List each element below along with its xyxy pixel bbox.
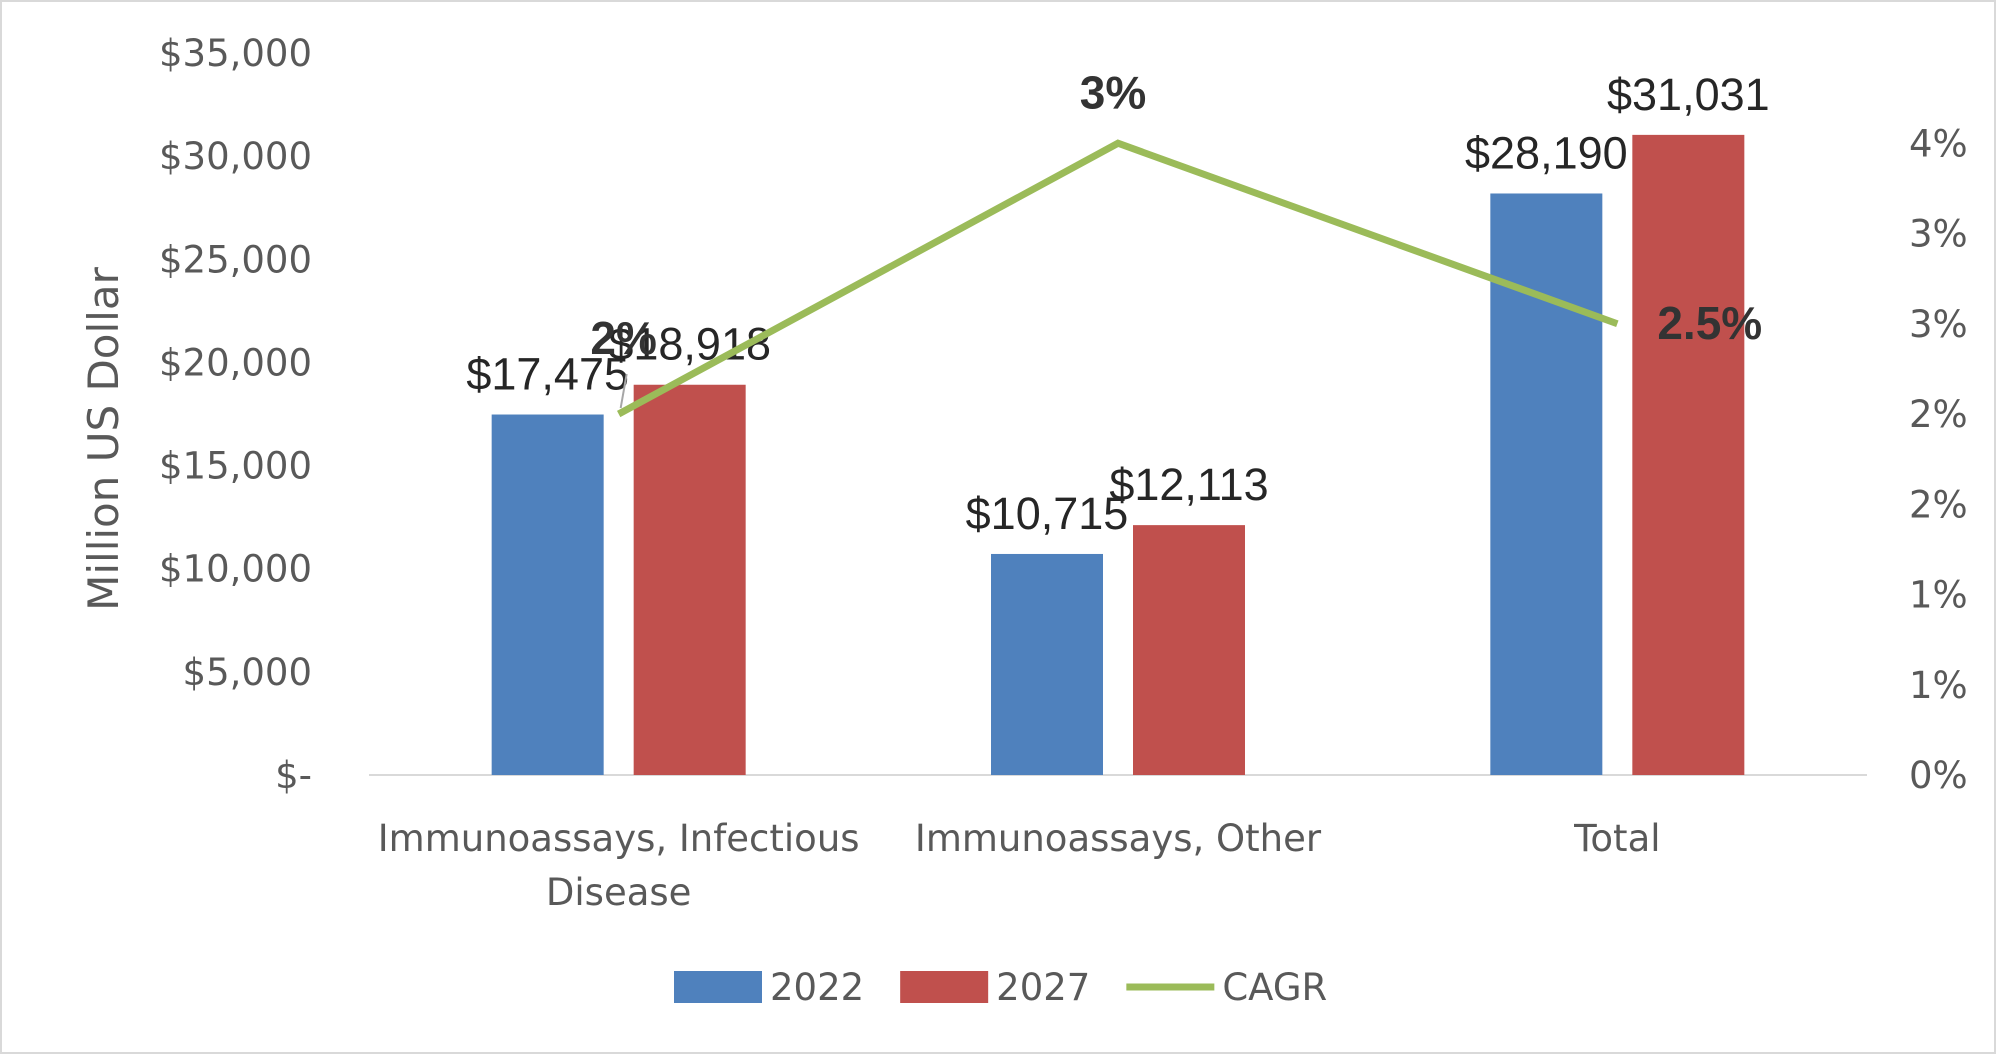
bar-data-label: $10,715	[966, 488, 1129, 539]
y-tick-label: $30,000	[159, 135, 312, 178]
cagr-line	[616, 139, 1619, 418]
y-axis-title: Million US Dollar	[79, 266, 128, 610]
cagr-data-label: 2%	[590, 312, 656, 364]
legend-label: 2022	[770, 966, 864, 1009]
y-tick-label: $35,000	[159, 32, 312, 75]
legend-label: 2027	[996, 966, 1090, 1009]
bar-2027	[1133, 525, 1245, 775]
x-category-label: Immunoassays, Infectious	[378, 817, 860, 860]
y2-tick-label: 2%	[1909, 483, 1968, 526]
y-tick-label: $-	[275, 754, 312, 797]
legend-label: CAGR	[1222, 966, 1327, 1009]
cagr-data-label: 2.5%	[1657, 297, 1762, 349]
bar-data-label: $12,113	[1109, 459, 1268, 510]
y2-tick-label: 2%	[1909, 393, 1968, 436]
bar-2022	[491, 414, 604, 775]
y-tick-label: $5,000	[183, 651, 312, 694]
bar-2022	[1490, 193, 1603, 775]
x-category-label: Total	[1573, 817, 1660, 860]
x-category-label: Immunoassays, Other	[915, 817, 1322, 860]
x-category-label: Disease	[546, 871, 692, 914]
bar-2022	[991, 553, 1103, 775]
y2-tick-label: 1%	[1909, 574, 1968, 617]
bar-data-label: $31,031	[1607, 69, 1770, 120]
y2-tick-label: 0%	[1909, 754, 1968, 797]
y2-tick-label: 1%	[1909, 664, 1968, 707]
y-tick-label: $20,000	[159, 341, 312, 384]
legend-swatch-2027	[900, 971, 989, 1003]
y-tick-label: $10,000	[159, 548, 312, 591]
y2-tick-label: 4%	[1909, 122, 1968, 165]
bar-2027	[1632, 134, 1745, 775]
y-tick-label: $25,000	[159, 238, 312, 281]
y2-tick-label: 3%	[1909, 213, 1968, 256]
y-tick-label: $15,000	[159, 445, 312, 488]
bar-data-label: $28,190	[1465, 127, 1628, 178]
cagr-data-label: 3%	[1080, 66, 1146, 118]
y2-tick-label: 3%	[1909, 303, 1968, 346]
legend-swatch-2022	[674, 971, 762, 1003]
bar-2027	[633, 384, 746, 775]
bar-data-label: $17,475	[466, 349, 629, 400]
cagr-label-leader	[619, 373, 628, 409]
